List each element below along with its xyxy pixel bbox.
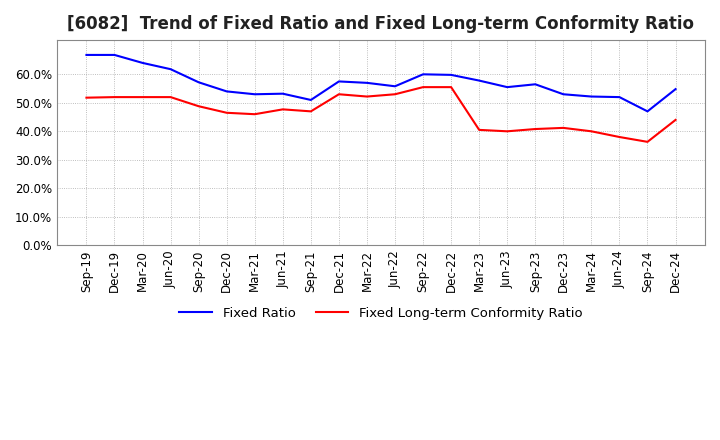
Fixed Long-term Conformity Ratio <box>643 139 652 144</box>
Fixed Long-term Conformity Ratio <box>138 95 147 100</box>
Fixed Ratio <box>363 80 372 85</box>
Fixed Long-term Conformity Ratio <box>110 95 119 100</box>
Fixed Long-term Conformity Ratio <box>503 128 511 134</box>
Fixed Long-term Conformity Ratio <box>531 126 539 132</box>
Fixed Long-term Conformity Ratio <box>251 112 259 117</box>
Fixed Long-term Conformity Ratio <box>475 127 484 132</box>
Fixed Long-term Conformity Ratio <box>307 109 315 114</box>
Fixed Long-term Conformity Ratio <box>391 92 400 97</box>
Fixed Long-term Conformity Ratio <box>363 94 372 99</box>
Fixed Ratio <box>279 91 287 96</box>
Fixed Long-term Conformity Ratio <box>335 92 343 97</box>
Fixed Ratio <box>82 52 91 58</box>
Fixed Ratio <box>391 84 400 89</box>
Legend: Fixed Ratio, Fixed Long-term Conformity Ratio: Fixed Ratio, Fixed Long-term Conformity … <box>174 301 588 325</box>
Line: Fixed Long-term Conformity Ratio: Fixed Long-term Conformity Ratio <box>86 87 675 142</box>
Fixed Ratio <box>559 92 567 97</box>
Fixed Ratio <box>475 78 484 83</box>
Fixed Ratio <box>166 66 175 72</box>
Fixed Ratio <box>335 79 343 84</box>
Fixed Ratio <box>222 89 231 94</box>
Fixed Ratio <box>447 72 456 77</box>
Fixed Long-term Conformity Ratio <box>615 134 624 139</box>
Fixed Long-term Conformity Ratio <box>279 107 287 112</box>
Fixed Ratio <box>587 94 595 99</box>
Fixed Ratio <box>138 60 147 66</box>
Line: Fixed Ratio: Fixed Ratio <box>86 55 675 111</box>
Fixed Long-term Conformity Ratio <box>447 84 456 90</box>
Fixed Ratio <box>671 87 680 92</box>
Fixed Ratio <box>251 92 259 97</box>
Fixed Long-term Conformity Ratio <box>222 110 231 115</box>
Fixed Ratio <box>110 52 119 58</box>
Fixed Long-term Conformity Ratio <box>587 128 595 134</box>
Fixed Ratio <box>643 109 652 114</box>
Fixed Ratio <box>194 80 203 85</box>
Fixed Ratio <box>531 82 539 87</box>
Fixed Long-term Conformity Ratio <box>419 84 428 90</box>
Fixed Long-term Conformity Ratio <box>559 125 567 131</box>
Fixed Ratio <box>503 84 511 90</box>
Fixed Long-term Conformity Ratio <box>166 95 175 100</box>
Fixed Long-term Conformity Ratio <box>82 95 91 100</box>
Fixed Ratio <box>307 97 315 103</box>
Fixed Long-term Conformity Ratio <box>194 103 203 109</box>
Title: [6082]  Trend of Fixed Ratio and Fixed Long-term Conformity Ratio: [6082] Trend of Fixed Ratio and Fixed Lo… <box>68 15 695 33</box>
Fixed Long-term Conformity Ratio <box>671 117 680 123</box>
Fixed Ratio <box>615 95 624 100</box>
Fixed Ratio <box>419 72 428 77</box>
